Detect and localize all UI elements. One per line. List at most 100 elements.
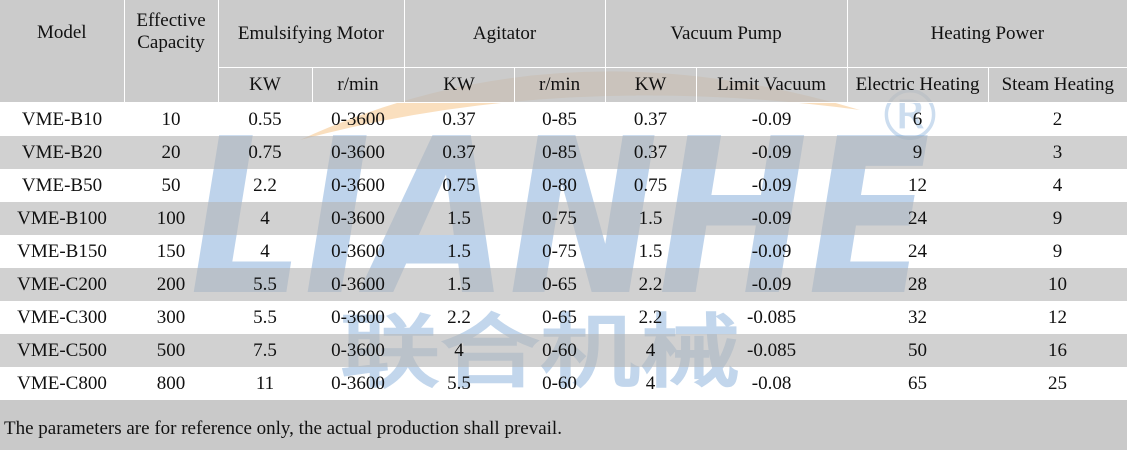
header-emulsifying-motor: Emulsifying Motor <box>218 0 405 68</box>
cell-emu-rpm: 0-3600 <box>312 202 405 235</box>
cell-model: VME-B50 <box>0 169 124 202</box>
subheader-agi-kw: KW <box>404 67 515 103</box>
cell-steam: 12 <box>988 301 1127 334</box>
cell-capacity: 500 <box>124 334 218 367</box>
cell-steam: 9 <box>988 202 1127 235</box>
cell-capacity: 150 <box>124 235 218 268</box>
header-heating-power: Heating Power <box>847 0 1127 68</box>
cell-steam: 25 <box>988 367 1127 400</box>
cell-emu-rpm: 0-3600 <box>312 102 405 136</box>
subheader-vac-kw: KW <box>605 67 697 103</box>
cell-model: VME-B100 <box>0 202 124 235</box>
cell-capacity: 100 <box>124 202 218 235</box>
cell-model: VME-C500 <box>0 334 124 367</box>
cell-vac-limit: -0.08 <box>696 367 848 400</box>
cell-electric: 32 <box>847 301 989 334</box>
cell-agi-kw: 4 <box>404 334 515 367</box>
cell-emu-rpm: 0-3600 <box>312 334 405 367</box>
cell-vac-kw: 4 <box>605 367 697 400</box>
header-row: Model Effective Capacity Emulsifying Mot… <box>0 0 1127 103</box>
cell-vac-limit: -0.09 <box>696 102 848 136</box>
cell-vac-limit: -0.09 <box>696 169 848 202</box>
cell-agi-rpm: 0-80 <box>514 169 606 202</box>
cell-electric: 50 <box>847 334 989 367</box>
cell-steam: 10 <box>988 268 1127 301</box>
footnote-row: The parameters are for reference only, t… <box>0 400 1127 450</box>
cell-vac-kw: 0.75 <box>605 169 697 202</box>
cell-agi-rpm: 0-85 <box>514 102 606 136</box>
subheader-steam-heating: Steam Heating <box>988 67 1127 103</box>
cell-agi-rpm: 0-65 <box>514 301 606 334</box>
cell-agi-rpm: 0-75 <box>514 202 606 235</box>
cell-agi-kw: 2.2 <box>404 301 515 334</box>
cell-vac-kw: 0.37 <box>605 136 697 169</box>
table-row: VME-C300 300 5.5 0-3600 2.2 0-65 2.2 -0.085 32 12 <box>0 301 1127 334</box>
cell-vac-kw: 2.2 <box>605 268 697 301</box>
header-capacity: Effective Capacity <box>124 0 219 103</box>
table-row: VME-B20 20 0.75 0-3600 0.37 0-85 0.37 -0.09 9 3 <box>0 136 1127 169</box>
cell-capacity: 800 <box>124 367 218 400</box>
subheader-limit-vacuum: Limit Vacuum <box>696 67 848 103</box>
cell-steam: 4 <box>988 169 1127 202</box>
cell-emu-rpm: 0-3600 <box>312 367 405 400</box>
cell-steam: 9 <box>988 235 1127 268</box>
cell-vac-limit: -0.09 <box>696 235 848 268</box>
table-row: VME-C200 200 5.5 0-3600 1.5 0-65 2.2 -0.09 28 10 <box>0 268 1127 301</box>
cell-agi-rpm: 0-75 <box>514 235 606 268</box>
cell-capacity: 200 <box>124 268 218 301</box>
footnote: The parameters are for reference only, t… <box>0 400 1127 450</box>
cell-electric: 12 <box>847 169 989 202</box>
cell-emu-kw: 5.5 <box>218 268 312 301</box>
cell-electric: 65 <box>847 367 989 400</box>
cell-agi-kw: 1.5 <box>404 235 515 268</box>
cell-agi-rpm: 0-65 <box>514 268 606 301</box>
cell-vac-limit: -0.09 <box>696 136 848 169</box>
cell-vac-kw: 1.5 <box>605 235 697 268</box>
header-vacuum-pump: Vacuum Pump <box>605 0 848 68</box>
cell-electric: 24 <box>847 202 989 235</box>
cell-vac-limit: -0.085 <box>696 334 848 367</box>
cell-steam: 16 <box>988 334 1127 367</box>
cell-vac-limit: -0.09 <box>696 202 848 235</box>
cell-vac-limit: -0.085 <box>696 301 848 334</box>
cell-capacity: 50 <box>124 169 218 202</box>
table-row: VME-B100 100 4 0-3600 1.5 0-75 1.5 -0.09 24 9 <box>0 202 1127 235</box>
cell-emu-rpm: 0-3600 <box>312 301 405 334</box>
cell-agi-rpm: 0-85 <box>514 136 606 169</box>
cell-electric: 9 <box>847 136 989 169</box>
table-row: VME-C800 800 11 0-3600 5.5 0-60 4 -0.08 65 25 <box>0 367 1127 400</box>
header-agitator: Agitator <box>404 0 606 68</box>
subheader-row: KW r/min KW r/min KW Limit Vacuum Electr… <box>0 67 1127 103</box>
cell-capacity: 20 <box>124 136 218 169</box>
cell-agi-kw: 0.75 <box>404 169 515 202</box>
header-capacity-line2: Capacity <box>137 32 205 53</box>
cell-emu-rpm: 0-3600 <box>312 235 405 268</box>
cell-model: VME-C800 <box>0 367 124 400</box>
subheader-electric-heating: Electric Heating <box>847 67 989 103</box>
header-model: Model <box>0 0 125 103</box>
cell-emu-kw: 4 <box>218 235 312 268</box>
cell-vac-limit: -0.09 <box>696 268 848 301</box>
subheader-emu-rpm: r/min <box>312 67 405 103</box>
cell-capacity: 300 <box>124 301 218 334</box>
cell-agi-rpm: 0-60 <box>514 367 606 400</box>
table-row: VME-C500 500 7.5 0-3600 4 0-60 4 -0.085 50 16 <box>0 334 1127 367</box>
header-capacity-line1: Effective <box>136 10 206 31</box>
cell-electric: 6 <box>847 102 989 136</box>
cell-emu-kw: 7.5 <box>218 334 312 367</box>
cell-emu-kw: 11 <box>218 367 312 400</box>
table-row: VME-B10 10 0.55 0-3600 0.37 0-85 0.37 -0.09 6 2 <box>0 102 1127 136</box>
cell-model: VME-C300 <box>0 301 124 334</box>
cell-electric: 24 <box>847 235 989 268</box>
cell-emu-kw: 5.5 <box>218 301 312 334</box>
cell-model: VME-B20 <box>0 136 124 169</box>
cell-emu-rpm: 0-3600 <box>312 169 405 202</box>
cell-steam: 3 <box>988 136 1127 169</box>
cell-electric: 28 <box>847 268 989 301</box>
cell-model: VME-B150 <box>0 235 124 268</box>
cell-emu-kw: 4 <box>218 202 312 235</box>
cell-emu-kw: 0.75 <box>218 136 312 169</box>
cell-model: VME-B10 <box>0 102 124 136</box>
cell-agi-kw: 5.5 <box>404 367 515 400</box>
